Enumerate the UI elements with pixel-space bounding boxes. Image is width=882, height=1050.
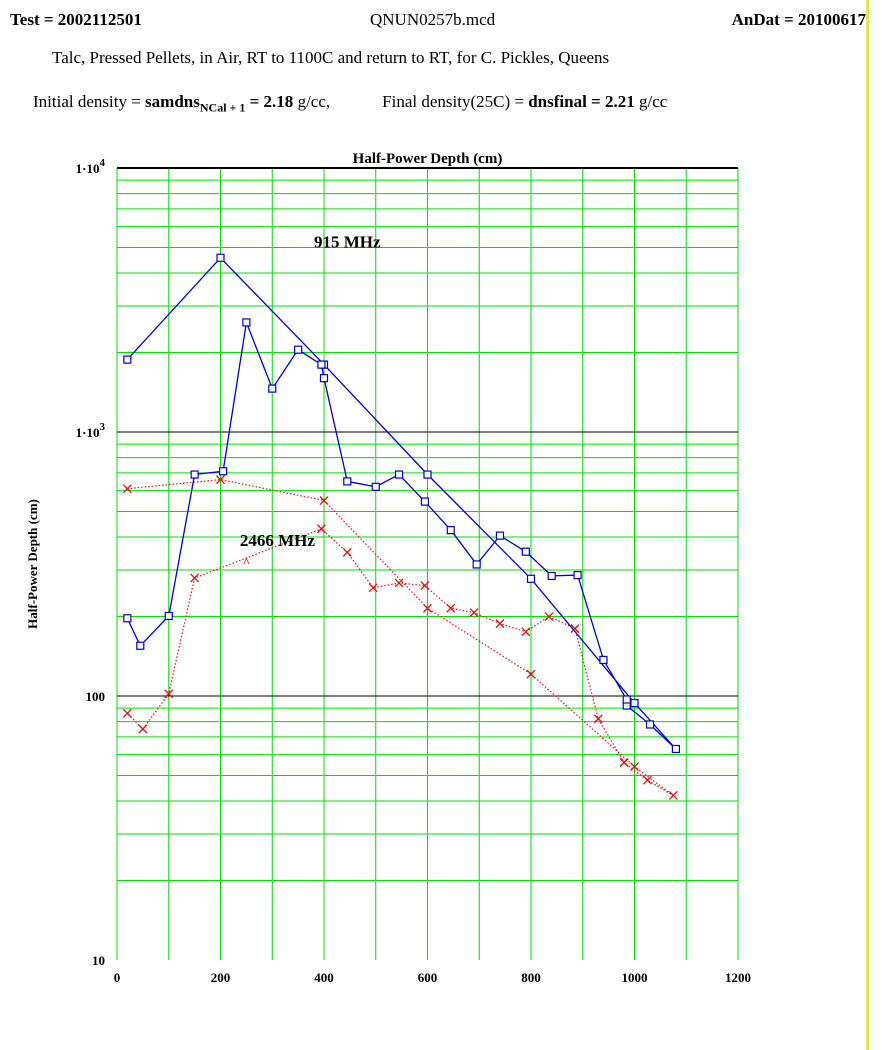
data-point-x xyxy=(122,708,132,718)
x-tick-label: 400 xyxy=(314,970,334,985)
y-tick-label: 1·104 xyxy=(76,157,106,176)
data-point-square xyxy=(394,470,404,479)
data-point-square xyxy=(164,611,173,621)
test-id: Test = 2002112501 xyxy=(10,10,142,29)
data-point-square xyxy=(671,744,681,754)
data-point-square xyxy=(371,482,380,491)
x-tick-label: 0 xyxy=(114,970,121,985)
x-tick-label: 200 xyxy=(211,970,231,985)
data-point-x xyxy=(642,775,652,785)
chart-annotation: 915 MHz xyxy=(314,232,381,251)
analysis-date: AnDat = 20100617 xyxy=(731,10,866,29)
major-grid xyxy=(117,167,738,697)
data-point-x xyxy=(342,547,352,557)
density-line: Initial density = samdnsNCal + 1 = 2.18 … xyxy=(33,92,667,115)
data-point-x xyxy=(619,758,629,767)
data-point-square xyxy=(547,571,556,581)
x-tick-label: 1000 xyxy=(622,970,648,985)
y-tick-label: 1·103 xyxy=(76,421,106,440)
data-point-x xyxy=(394,578,404,588)
data-point-square xyxy=(526,574,536,583)
file-name: QNUN0257b.mcd xyxy=(370,10,496,29)
data-point-x xyxy=(216,475,225,485)
data-point-square xyxy=(317,360,326,369)
data-point-square xyxy=(319,374,329,383)
data-point-square xyxy=(123,614,132,623)
series-line xyxy=(126,256,677,750)
minor-grid xyxy=(116,168,739,960)
data-point-x xyxy=(316,524,326,534)
y-tick-label: 100 xyxy=(86,689,106,704)
data-point-square xyxy=(472,560,481,569)
data-point-x xyxy=(164,689,174,699)
sample-description: Talc, Pressed Pellets, in Air, RT to 110… xyxy=(52,48,610,67)
data-point-x xyxy=(570,624,580,634)
data-point-square xyxy=(242,318,251,327)
data-point-square xyxy=(645,720,655,729)
y-tick-label: 10 xyxy=(92,953,105,968)
initial-density-value: = 2.18 xyxy=(245,92,294,111)
series-line xyxy=(126,478,674,797)
data-point-x xyxy=(495,619,505,629)
data-point-x xyxy=(521,627,531,637)
data-point-square xyxy=(446,526,455,535)
initial-density-unit: g/cc, xyxy=(293,92,331,111)
initial-density-label: Initial density = xyxy=(33,92,146,111)
data-point-x xyxy=(668,791,678,800)
data-point-square xyxy=(423,470,432,479)
data-point-x xyxy=(446,603,456,613)
right-edge-bar xyxy=(866,0,869,1050)
data-point-square xyxy=(190,470,199,479)
data-point-x xyxy=(190,573,200,583)
data-point-x xyxy=(122,484,132,494)
series-915-mhz xyxy=(123,253,681,754)
initial-density-variable: samdns xyxy=(145,92,200,111)
data-point-x xyxy=(368,583,378,593)
data-point-square xyxy=(599,655,608,665)
data-point-x xyxy=(630,762,639,772)
data-point-square xyxy=(630,698,639,708)
data-point-x xyxy=(138,724,148,734)
data-point-square xyxy=(136,641,145,650)
data-point-square xyxy=(123,355,132,364)
series-layer xyxy=(122,253,681,800)
data-point-x xyxy=(544,612,554,621)
x-tick-label: 600 xyxy=(418,970,438,985)
data-point-x xyxy=(420,581,430,591)
x-tick-label: 800 xyxy=(521,970,541,985)
data-point-x xyxy=(526,669,536,679)
data-point-square xyxy=(216,253,225,262)
x-tick-label: 1200 xyxy=(725,970,751,985)
data-point-square xyxy=(218,467,228,476)
data-point-x xyxy=(319,496,329,506)
data-point-x xyxy=(423,603,432,613)
series-2466-mhz xyxy=(122,475,678,800)
chart-annotation: ^ xyxy=(243,554,251,569)
data-point-square xyxy=(294,345,303,354)
y-axis-label: Half-Power Depth (cm) xyxy=(25,499,40,629)
final-density-unit: g/cc xyxy=(634,92,668,111)
data-point-square xyxy=(573,571,582,580)
chart-title: Half-Power Depth (cm) xyxy=(353,151,503,167)
chart-annotation: 2466 MHz xyxy=(240,531,316,550)
final-density-value: dnsfinal = 2.21 xyxy=(528,92,635,111)
data-point-square xyxy=(495,531,505,540)
data-point-x xyxy=(469,608,479,618)
data-point-square xyxy=(420,497,430,506)
initial-density-subscript: NCal + 1 xyxy=(199,100,246,115)
data-point-x xyxy=(593,714,603,724)
data-point-square xyxy=(622,695,631,704)
final-density-label: Final density(25C) = xyxy=(382,92,529,111)
data-point-square xyxy=(268,384,277,393)
label-layer: 0 200 400 600 800 1000 1200 10 100 1·103 1·104 Half… xyxy=(25,151,751,985)
data-point-square xyxy=(521,547,530,556)
data-point-square xyxy=(343,477,352,486)
